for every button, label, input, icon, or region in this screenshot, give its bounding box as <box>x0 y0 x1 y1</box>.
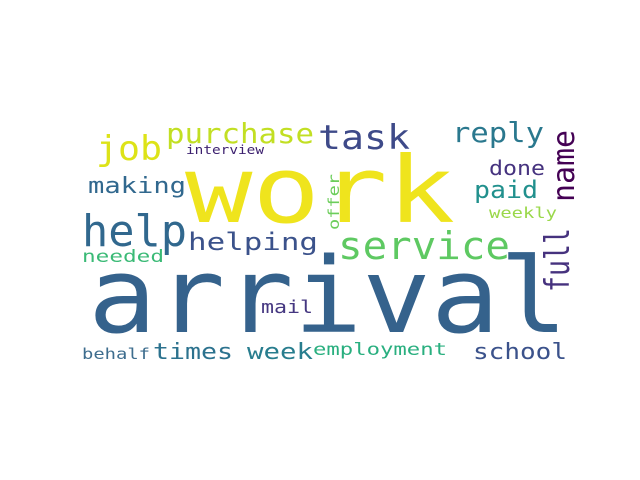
word-making: making <box>88 174 186 199</box>
word-full: full <box>538 228 578 292</box>
word-purchase: purchase <box>166 117 314 150</box>
word-paid: paid <box>474 176 538 204</box>
word-work: work <box>185 137 455 244</box>
word-employment: employment <box>313 340 447 360</box>
word-interview: interview <box>186 143 265 157</box>
word-behalf: behalf <box>82 345 150 363</box>
word-reply: reply <box>452 116 544 149</box>
word-school: school <box>473 340 567 365</box>
word-needed: needed <box>82 247 164 267</box>
word-offer: offer <box>325 174 343 230</box>
word-week: week <box>247 340 313 365</box>
word-name: name <box>547 130 582 202</box>
word-weekly: weekly <box>489 204 557 222</box>
word-times: times <box>153 340 233 365</box>
word-service: service <box>338 224 510 268</box>
word-mail: mail <box>261 297 313 318</box>
word-arrival: arrival <box>88 235 568 357</box>
word-job: job <box>96 129 162 169</box>
word-task: task <box>318 118 410 158</box>
word-helping: helping <box>188 228 318 256</box>
word-done: done <box>489 156 545 180</box>
word-help: help <box>82 206 187 257</box>
